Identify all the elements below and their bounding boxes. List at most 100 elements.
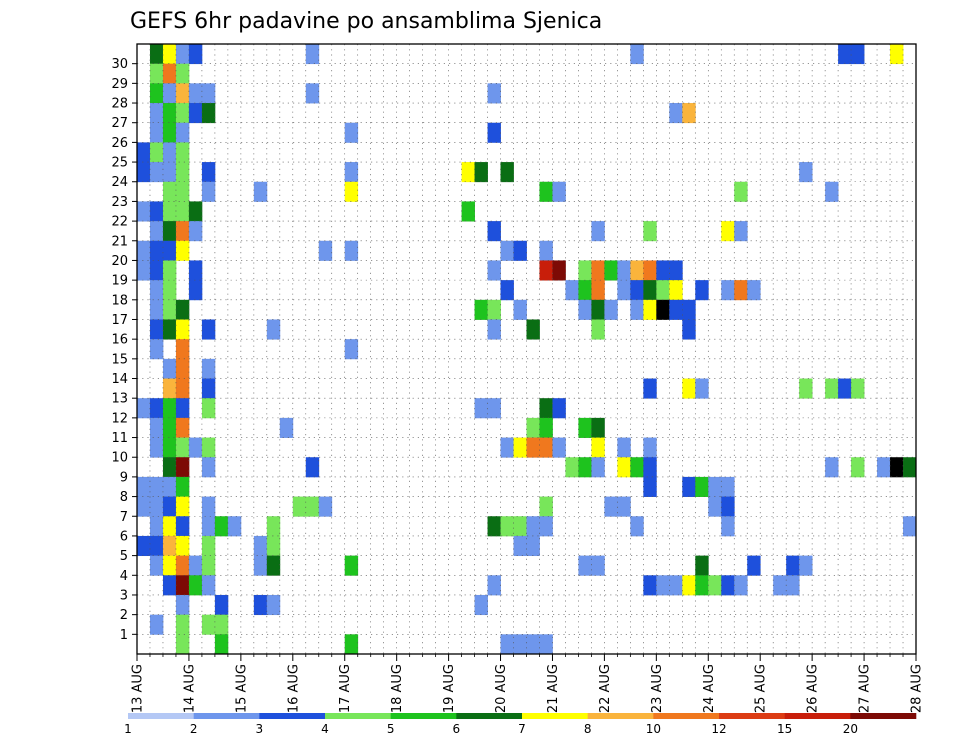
- precip-cell: [175, 162, 190, 183]
- colorbar-swatch: [850, 713, 917, 719]
- precip-cell: [877, 457, 891, 478]
- precip-cell: [201, 319, 216, 340]
- precip-cell: [344, 122, 359, 143]
- y-tick-label: 17: [111, 313, 128, 328]
- precip-cell: [461, 201, 475, 222]
- precip-cell: [903, 516, 917, 537]
- precip-cell: [188, 83, 203, 104]
- precip-cell: [279, 417, 294, 438]
- precip-cell: [513, 634, 527, 655]
- precip-cell: [188, 201, 203, 222]
- precip-cell: [747, 555, 761, 576]
- precip-cell: [695, 378, 709, 399]
- precip-cell: [708, 575, 722, 596]
- x-tick-label: 20 AUG: [494, 664, 509, 713]
- precip-cell: [162, 122, 177, 143]
- precip-cell: [344, 240, 359, 261]
- colorbar-swatch: [653, 713, 720, 719]
- precip-cell: [149, 476, 164, 497]
- y-tick-label: 9: [120, 470, 128, 485]
- precip-cell: [162, 240, 177, 261]
- precip-cell: [175, 299, 190, 320]
- precip-cell: [175, 240, 190, 261]
- precip-cell: [175, 44, 190, 65]
- precip-cell: [162, 181, 177, 202]
- colorbar-label: 12: [711, 722, 726, 736]
- precip-cell: [266, 319, 281, 340]
- precip-cell: [617, 437, 631, 458]
- precip-cell: [669, 575, 683, 596]
- precip-cell: [175, 535, 190, 557]
- precip-cell: [149, 496, 164, 517]
- precip-cell: [305, 496, 320, 517]
- precip-cell: [643, 221, 657, 242]
- precip-cell: [149, 535, 164, 557]
- colorbar-swatch: [193, 713, 260, 719]
- precip-cell: [149, 142, 164, 163]
- x-tick-label: 15 AUG: [234, 664, 249, 713]
- precip-cell: [539, 240, 553, 261]
- precip-cell: [305, 44, 320, 65]
- precip-cell: [201, 83, 216, 104]
- precip-cell: [500, 162, 514, 183]
- precip-cell: [695, 280, 709, 301]
- precip-cell: [318, 496, 333, 517]
- y-tick-label: 27: [111, 116, 128, 131]
- precip-cell: [162, 201, 177, 222]
- precip-cell: [526, 634, 540, 655]
- precip-cell: [708, 476, 722, 497]
- precip-cell: [137, 201, 151, 222]
- precip-cell: [799, 162, 813, 183]
- colorbar-swatch: [128, 713, 194, 719]
- precip-cell: [344, 181, 359, 202]
- precip-cell: [253, 594, 268, 616]
- precip-cell: [227, 516, 242, 537]
- x-tick-label: 18 AUG: [390, 664, 405, 713]
- y-tick-label: 1: [120, 628, 128, 643]
- y-tick-label: 18: [111, 293, 128, 308]
- colorbar-swatch: [456, 713, 523, 719]
- precip-cell: [539, 634, 553, 655]
- y-tick-label: 19: [111, 274, 128, 289]
- precip-cell: [175, 378, 190, 399]
- precip-cell: [591, 280, 605, 301]
- y-tick-label: 23: [111, 195, 128, 210]
- precip-cell: [890, 457, 904, 478]
- precip-cell: [149, 103, 164, 124]
- precip-cell: [786, 575, 800, 596]
- y-tick-label: 6: [120, 529, 128, 544]
- colorbar-swatch: [719, 713, 785, 719]
- precip-cell: [630, 457, 644, 478]
- precip-cell: [253, 181, 268, 202]
- precip-cell: [591, 319, 605, 340]
- precip-cell: [578, 280, 592, 301]
- precip-cell: [137, 496, 151, 517]
- colorbar-swatch: [390, 713, 457, 719]
- colorbar-swatch: [587, 713, 654, 719]
- y-tick-label: 2: [120, 608, 128, 623]
- precip-cell: [175, 181, 190, 202]
- precip-cell: [344, 339, 359, 360]
- precip-cell: [162, 457, 177, 478]
- precip-cell: [175, 319, 190, 340]
- precip-cell: [721, 516, 735, 537]
- precip-cell: [175, 476, 190, 497]
- precip-cell: [695, 555, 709, 576]
- precip-cell: [838, 44, 852, 65]
- precip-cell: [149, 162, 164, 183]
- precip-cell: [149, 299, 164, 320]
- precip-cell: [643, 457, 657, 478]
- precip-cell: [487, 122, 501, 143]
- precip-cell: [539, 417, 553, 438]
- precip-cell: [137, 240, 151, 261]
- x-tick-label: 25 AUG: [754, 664, 769, 713]
- precip-cell: [630, 260, 644, 281]
- colorbar-label: 1: [124, 722, 132, 736]
- precip-cell: [526, 319, 540, 340]
- precip-cell: [617, 260, 631, 281]
- precip-cell: [162, 378, 177, 399]
- precip-cell: [643, 260, 657, 281]
- precip-cell: [786, 555, 800, 576]
- y-tick-label: 28: [111, 97, 128, 112]
